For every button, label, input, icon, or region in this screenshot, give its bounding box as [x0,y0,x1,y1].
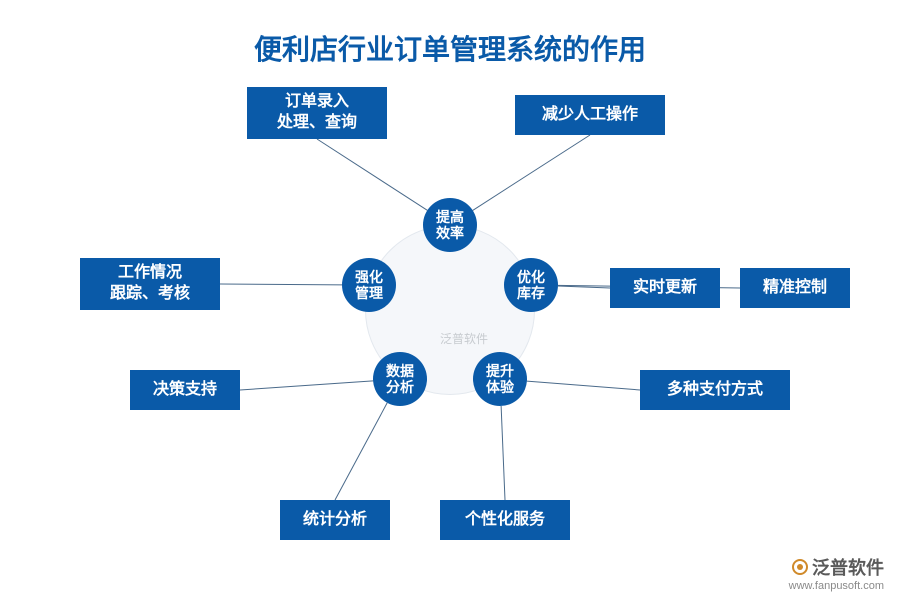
box-multi_payment: 多种支付方式 [640,370,790,410]
edge-inventory-realtime_update [558,286,610,288]
box-decision: 决策支持 [130,370,240,410]
edge-experience-multi_payment [527,381,640,390]
node-efficiency: 提高效率 [423,198,477,252]
brand-url-text: www.fanpusoft.com [789,580,884,592]
box-personalized: 个性化服务 [440,500,570,540]
edge-data-statistics [335,403,387,500]
box-precise_control: 精准控制 [740,268,850,308]
diagram-title: 便利店行业订单管理系统的作用 [0,28,900,68]
node-inventory: 优化库存 [504,258,558,312]
brand-name-text: 泛普软件 [812,554,884,580]
brand-logo-icon [792,559,808,575]
edge-experience-personalized [501,406,505,500]
brand-name-row: 泛普软件 [789,554,884,580]
watermark-text: 泛普软件 [440,330,488,347]
box-realtime_update: 实时更新 [610,268,720,308]
box-order_entry: 订单录入处理、查询 [247,87,387,139]
box-statistics: 统计分析 [280,500,390,540]
edge-efficiency-reduce_manual [473,135,590,210]
box-reduce_manual: 减少人工操作 [515,95,665,135]
node-manage: 强化管理 [342,258,396,312]
edge-efficiency-order_entry [317,139,427,210]
edge-manage-tracking [220,284,342,285]
node-data: 数据分析 [373,352,427,406]
node-experience: 提升体验 [473,352,527,406]
box-tracking: 工作情况跟踪、考核 [80,258,220,310]
brand-block: 泛普软件 www.fanpusoft.com [789,554,884,592]
edge-data-decision [240,381,373,390]
